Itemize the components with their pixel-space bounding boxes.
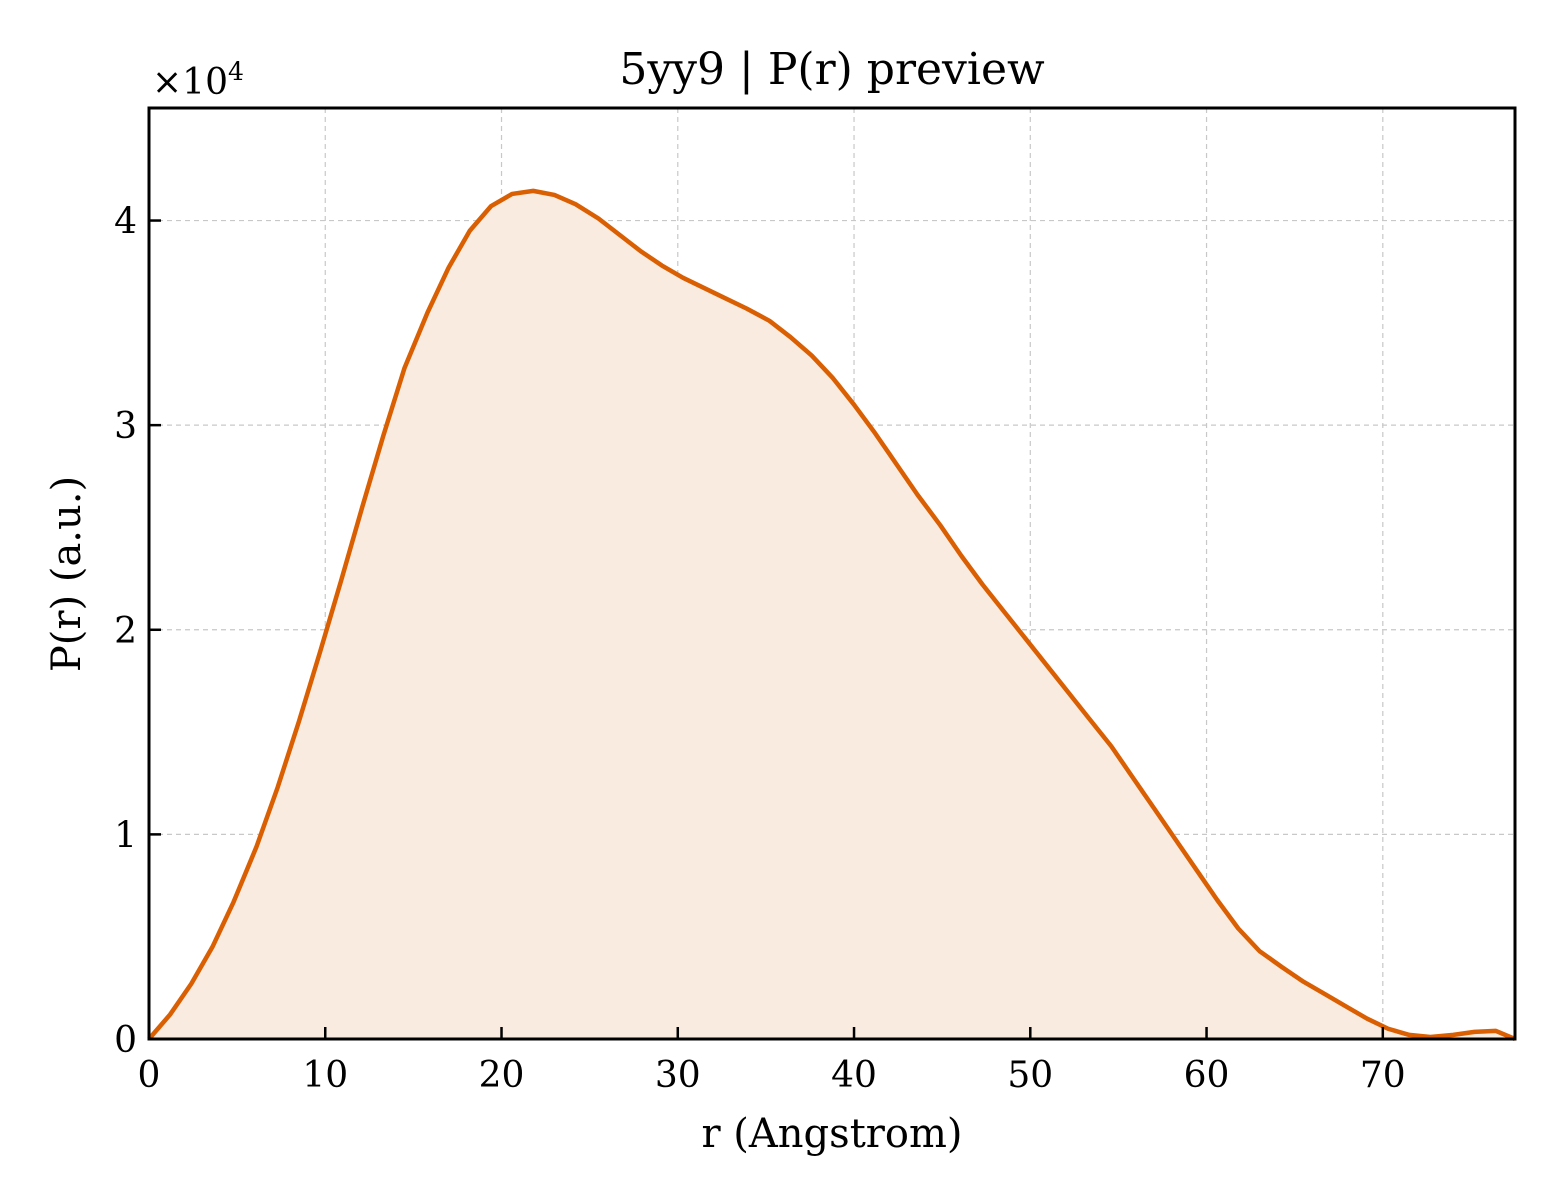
x-tick-label-0: 0: [138, 1055, 161, 1096]
y-tick-label-0: 0: [114, 1020, 137, 1061]
series-line: [147, 188, 1516, 1042]
y-axis-label: P(r) (a.u.): [44, 476, 90, 672]
x-tick-label-7: 70: [1360, 1055, 1406, 1096]
plot-frame: [147, 106, 1517, 1041]
x-tick-label-1: 10: [302, 1055, 348, 1096]
y-tick-label-4: 4: [114, 202, 137, 243]
x-tick-label-2: 20: [479, 1055, 525, 1096]
x-axis-ticks: 0 10 20 30 40 50 60 70: [138, 1027, 1406, 1096]
area-fill: [149, 190, 1515, 1039]
y-offset-text: ×104: [152, 57, 244, 103]
x-tick-label-3: 30: [655, 1055, 701, 1096]
y-offset-base: ×10: [152, 62, 228, 103]
y-tick-label-1: 1: [114, 815, 137, 856]
x-tick-label-6: 60: [1184, 1055, 1230, 1096]
x-tick-label-4: 40: [831, 1055, 877, 1096]
y-tick-label-3: 3: [114, 406, 137, 447]
y-offset-exponent: 4: [228, 57, 244, 86]
x-axis-label: r (Angstrom): [701, 1111, 962, 1157]
y-tick-label-2: 2: [114, 611, 137, 652]
x-tick-label-5: 50: [1007, 1055, 1053, 1096]
y-axis-ticks: 0 1 2 3 4: [114, 202, 161, 1061]
chart-title: 5yy9 | P(r) preview: [619, 44, 1045, 95]
